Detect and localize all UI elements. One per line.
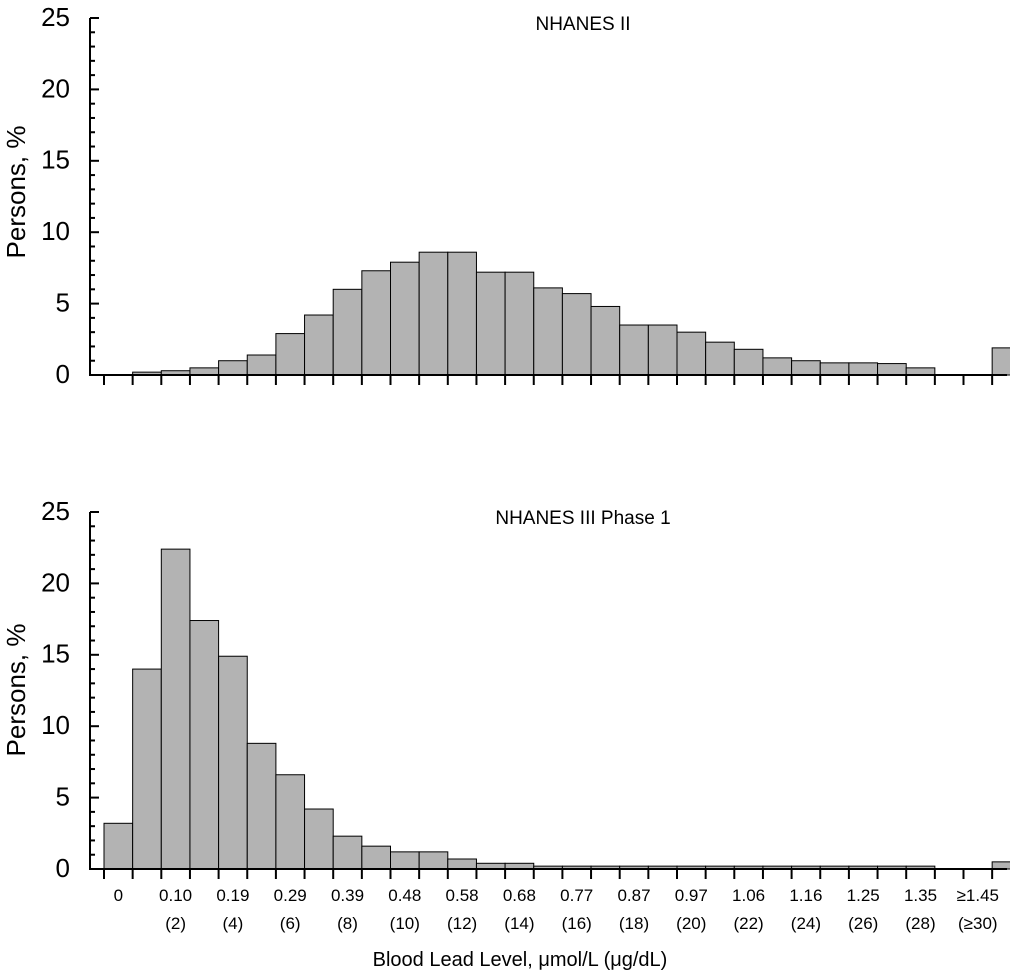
y-tick-label: 25 — [41, 496, 70, 526]
panel-nhanes-ii: 0 5 10 15 20 25 NHANES II Persons, % — [1, 2, 1010, 389]
x-tick-label: 0.19 — [216, 886, 249, 905]
x-tick-label: 0.68 — [503, 886, 536, 905]
histogram-bar — [275, 774, 306, 870]
x-tick-sublabel: (14) — [504, 914, 534, 933]
y-tick-label: 25 — [41, 2, 70, 32]
histogram-bar — [819, 362, 850, 376]
x-tick-sublabel: (≥30) — [958, 914, 998, 933]
x-tick-sublabel: (26) — [848, 914, 878, 933]
y-tick-label: 0 — [56, 853, 70, 883]
histogram-bar — [304, 314, 334, 376]
x-tick-label: 0.29 — [274, 886, 307, 905]
x-tick-label: ≥1.45 — [957, 886, 999, 905]
x-tick-sublabel: (12) — [447, 914, 477, 933]
histogram-bar — [905, 367, 936, 376]
y-tick-label: 5 — [56, 781, 70, 811]
x-tick-sublabel: (4) — [223, 914, 244, 933]
x-tick-label: 0.58 — [446, 886, 479, 905]
x-axis-title: Blood Lead Level, μmol/L (μg/dL) — [373, 949, 668, 971]
histogram-bar — [705, 341, 735, 376]
y-tick-label: 20 — [41, 73, 70, 103]
histogram-bar — [332, 835, 363, 870]
x-tick-label: 0.77 — [560, 886, 593, 905]
histogram-bar — [561, 293, 592, 376]
histogram-bar — [246, 742, 277, 870]
y-axis-title: Persons, % — [1, 624, 31, 757]
histogram-bar — [332, 288, 363, 376]
histogram-bar — [504, 271, 535, 376]
y-axis-title: Persons, % — [1, 126, 31, 259]
x-tick-sublabel: (28) — [905, 914, 935, 933]
x-tick-label: 0.97 — [675, 886, 708, 905]
y-tick-label: 20 — [41, 567, 70, 597]
x-tick-sublabel: (8) — [337, 914, 358, 933]
y-tick-label: 5 — [56, 287, 70, 317]
x-tick-sublabel: (24) — [791, 914, 821, 933]
x-tick-sublabel: (10) — [390, 914, 420, 933]
histogram-bar — [877, 363, 907, 376]
panel-nhanes-iii-phase-1: 0 5 10 15 20 25 0 0.10 (2) 0.19 (4) 0.29 (6) 0.39 (8) 0… — [1, 496, 1010, 933]
x-tick-sublabel: (18) — [619, 914, 649, 933]
x-tick-label: 0.48 — [388, 886, 421, 905]
y-tick-label: 15 — [41, 145, 70, 175]
histogram-bar — [533, 287, 563, 376]
x-tick-sublabel: (20) — [676, 914, 706, 933]
x-tick-sublabel: (2) — [165, 914, 186, 933]
histogram-bar — [189, 620, 220, 870]
x-tick-sublabel: (22) — [733, 914, 763, 933]
histogram-bar — [991, 861, 1010, 870]
x-tick-label: 0 — [114, 886, 123, 905]
histogram-bar — [647, 324, 678, 376]
histogram-bar — [132, 668, 162, 870]
histogram-bar — [160, 548, 191, 870]
y-tick-label: 10 — [41, 216, 70, 246]
histogram-bar — [361, 845, 392, 870]
chart-title: NHANES II — [535, 14, 630, 35]
chart-title: NHANES III Phase 1 — [495, 508, 670, 529]
x-tick-label: 0.87 — [617, 886, 650, 905]
histogram-bar — [619, 324, 649, 376]
histogram-bar — [361, 270, 392, 376]
histogram-bar — [447, 858, 477, 870]
histogram-bar — [390, 851, 420, 870]
histogram-bar — [475, 271, 506, 376]
histogram-bar — [848, 362, 879, 376]
histogram-bar — [418, 851, 449, 870]
x-tick-label: 1.35 — [904, 886, 937, 905]
histogram-bar — [189, 367, 220, 376]
x-tick-sublabel: (16) — [562, 914, 592, 933]
histogram-bar — [218, 655, 248, 870]
y-tick-label: 0 — [56, 359, 70, 389]
histogram-bar — [447, 251, 477, 376]
x-tick-label: 0.10 — [159, 886, 192, 905]
histogram-bar — [590, 305, 621, 376]
histogram-bar — [275, 333, 306, 376]
histogram-bar — [791, 360, 821, 376]
x-tick-label: 1.06 — [732, 886, 765, 905]
histogram-bar — [418, 251, 449, 376]
histogram-bar — [676, 331, 707, 376]
y-tick-label: 15 — [41, 639, 70, 669]
x-tick-label: 1.16 — [789, 886, 822, 905]
x-tick-label: 0.39 — [331, 886, 364, 905]
histogram-bar — [762, 357, 793, 376]
histogram-bar — [991, 347, 1010, 376]
histogram-bar — [246, 354, 277, 376]
y-tick-label: 10 — [41, 710, 70, 740]
histogram-bar — [733, 348, 764, 376]
histogram-bar — [218, 360, 248, 376]
histogram-bar — [390, 261, 420, 376]
histogram-bar — [304, 808, 334, 870]
x-tick-sublabel: (6) — [280, 914, 301, 933]
histogram-bar — [103, 822, 134, 870]
x-tick-label: 1.25 — [847, 886, 880, 905]
